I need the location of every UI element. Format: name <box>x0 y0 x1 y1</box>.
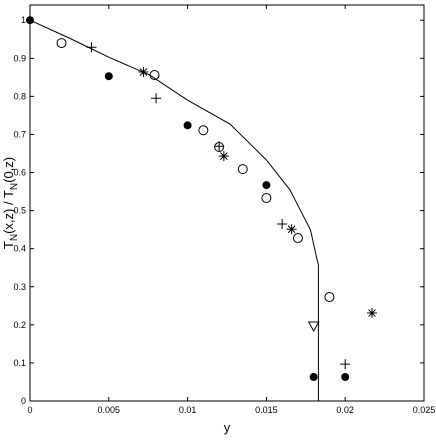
marker-shape <box>324 292 335 303</box>
data-point <box>214 141 225 152</box>
data-point <box>286 224 297 235</box>
marker-shape <box>218 151 229 162</box>
data-point <box>277 218 288 229</box>
marker-shape <box>214 141 225 152</box>
x-tick-label: 0.025 <box>413 405 436 415</box>
y-tick-label: 0.6 <box>13 168 26 178</box>
marker-shape <box>292 233 303 244</box>
plot-frame <box>29 4 425 402</box>
data-point <box>218 151 229 162</box>
marker-shape <box>26 16 34 25</box>
y-label-sub: N <box>9 234 20 241</box>
y-tick-label: 0.3 <box>13 282 26 292</box>
marker-shape <box>366 308 377 319</box>
x-tick-label: 0.005 <box>98 405 121 415</box>
marker-shape <box>149 70 160 81</box>
data-point <box>138 67 149 78</box>
marker-shape <box>198 125 209 136</box>
data-point <box>262 181 271 190</box>
marker-shape <box>86 42 97 53</box>
y-axis-label: TN(x,z) / TN(0,z) <box>1 157 20 249</box>
data-point <box>86 42 97 53</box>
marker-shape <box>261 193 272 204</box>
data-point <box>26 16 34 25</box>
curve <box>29 19 319 401</box>
data-point <box>261 193 272 204</box>
x-tick-label: 0 <box>27 405 32 415</box>
data-point <box>324 292 335 303</box>
x-tick-label: 0.02 <box>336 405 354 415</box>
marker-shape <box>262 181 271 190</box>
y-label-part: (0,z) <box>1 157 16 183</box>
y-label-sub: N <box>9 183 20 190</box>
data-point <box>292 233 303 244</box>
data-point <box>149 70 160 81</box>
data-point <box>151 93 162 104</box>
data-point <box>183 121 192 130</box>
x-tick-label: 0.01 <box>179 405 197 415</box>
data-point <box>104 72 113 81</box>
y-tick-label: 0.2 <box>13 320 26 330</box>
marker-shape <box>237 164 248 175</box>
marker-shape <box>104 72 113 81</box>
data-point <box>56 38 67 49</box>
y-tick-label: 0.8 <box>13 91 26 101</box>
marker-shape <box>341 373 350 382</box>
marker-shape <box>151 93 162 104</box>
data-point <box>366 308 377 319</box>
y-tick-label: 0.9 <box>13 53 26 63</box>
data-point <box>307 321 320 333</box>
data-point <box>309 373 318 382</box>
y-tick-label: 0.7 <box>13 129 26 139</box>
marker-shape <box>309 373 318 382</box>
data-point <box>340 359 351 370</box>
y-tick-label: 0 <box>21 396 26 406</box>
y-label-part: (x,z) / T <box>1 190 16 234</box>
y-tick-label: 0.1 <box>13 358 26 368</box>
marker-shape <box>307 321 320 333</box>
data-point <box>341 373 350 382</box>
data-point <box>198 125 209 136</box>
marker-shape <box>138 67 149 78</box>
y-tick-label: 0.4 <box>13 244 26 254</box>
data-point <box>237 164 248 175</box>
marker-shape <box>56 38 67 49</box>
marker-shape <box>340 359 351 370</box>
x-tick-label: 0.015 <box>255 405 278 415</box>
x-axis-label: y <box>224 420 231 435</box>
y-label-part: T <box>1 241 16 249</box>
y-tick-label: 1 <box>21 15 26 25</box>
marker-shape <box>286 224 297 235</box>
marker-shape <box>277 218 288 229</box>
marker-shape <box>183 121 192 130</box>
y-tick-label: 0.5 <box>13 206 26 216</box>
